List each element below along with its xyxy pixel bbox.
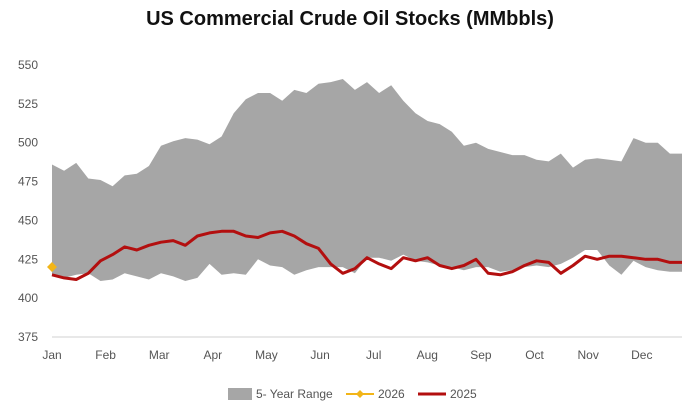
- y-tick-label: 450: [18, 213, 38, 227]
- x-axis: Jan Feb Mar Apr May Jun Jul Aug Sep Oct Nov Dec: [42, 336, 682, 362]
- x-tick-label: May: [255, 348, 278, 362]
- y-tick-label: 375: [18, 330, 38, 344]
- legend-label: 5- Year Range: [256, 387, 333, 401]
- x-tick-label: Feb: [95, 348, 116, 362]
- legend-label: 2025: [450, 387, 477, 401]
- x-tick-label: Dec: [631, 348, 652, 362]
- x-tick-label: Mar: [149, 348, 170, 362]
- y-axis: 375 400 425 450 475 500 525 550: [18, 58, 38, 344]
- chart-title: US Commercial Crude Oil Stocks (MMbbls): [146, 8, 554, 30]
- y-tick-label: 475: [18, 175, 38, 189]
- x-tick-label: Aug: [417, 348, 438, 362]
- y-tick-label: 525: [18, 97, 38, 111]
- x-tick-label: Jan: [42, 348, 61, 362]
- y-tick-label: 500: [18, 136, 38, 150]
- legend-marker-2026: [356, 390, 364, 398]
- range-area: [52, 79, 682, 281]
- x-tick-label: Apr: [204, 348, 223, 362]
- y-tick-label: 425: [18, 252, 38, 266]
- legend-label: 2026: [378, 387, 405, 401]
- y-tick-label: 550: [18, 58, 38, 72]
- x-tick-label: Jul: [366, 348, 381, 362]
- x-tick-label: Jun: [310, 348, 329, 362]
- series-line-2025: [51, 229, 682, 281]
- x-tick-label: Oct: [525, 348, 544, 362]
- legend-swatch-range: [228, 388, 252, 400]
- series-point-2026: [47, 262, 57, 273]
- x-tick-label: Nov: [577, 348, 598, 362]
- legend: 5- Year Range 2026 2025: [228, 387, 477, 401]
- y-tick-label: 400: [18, 291, 38, 305]
- plot-area: [47, 79, 682, 281]
- x-tick-label: Sep: [470, 348, 492, 362]
